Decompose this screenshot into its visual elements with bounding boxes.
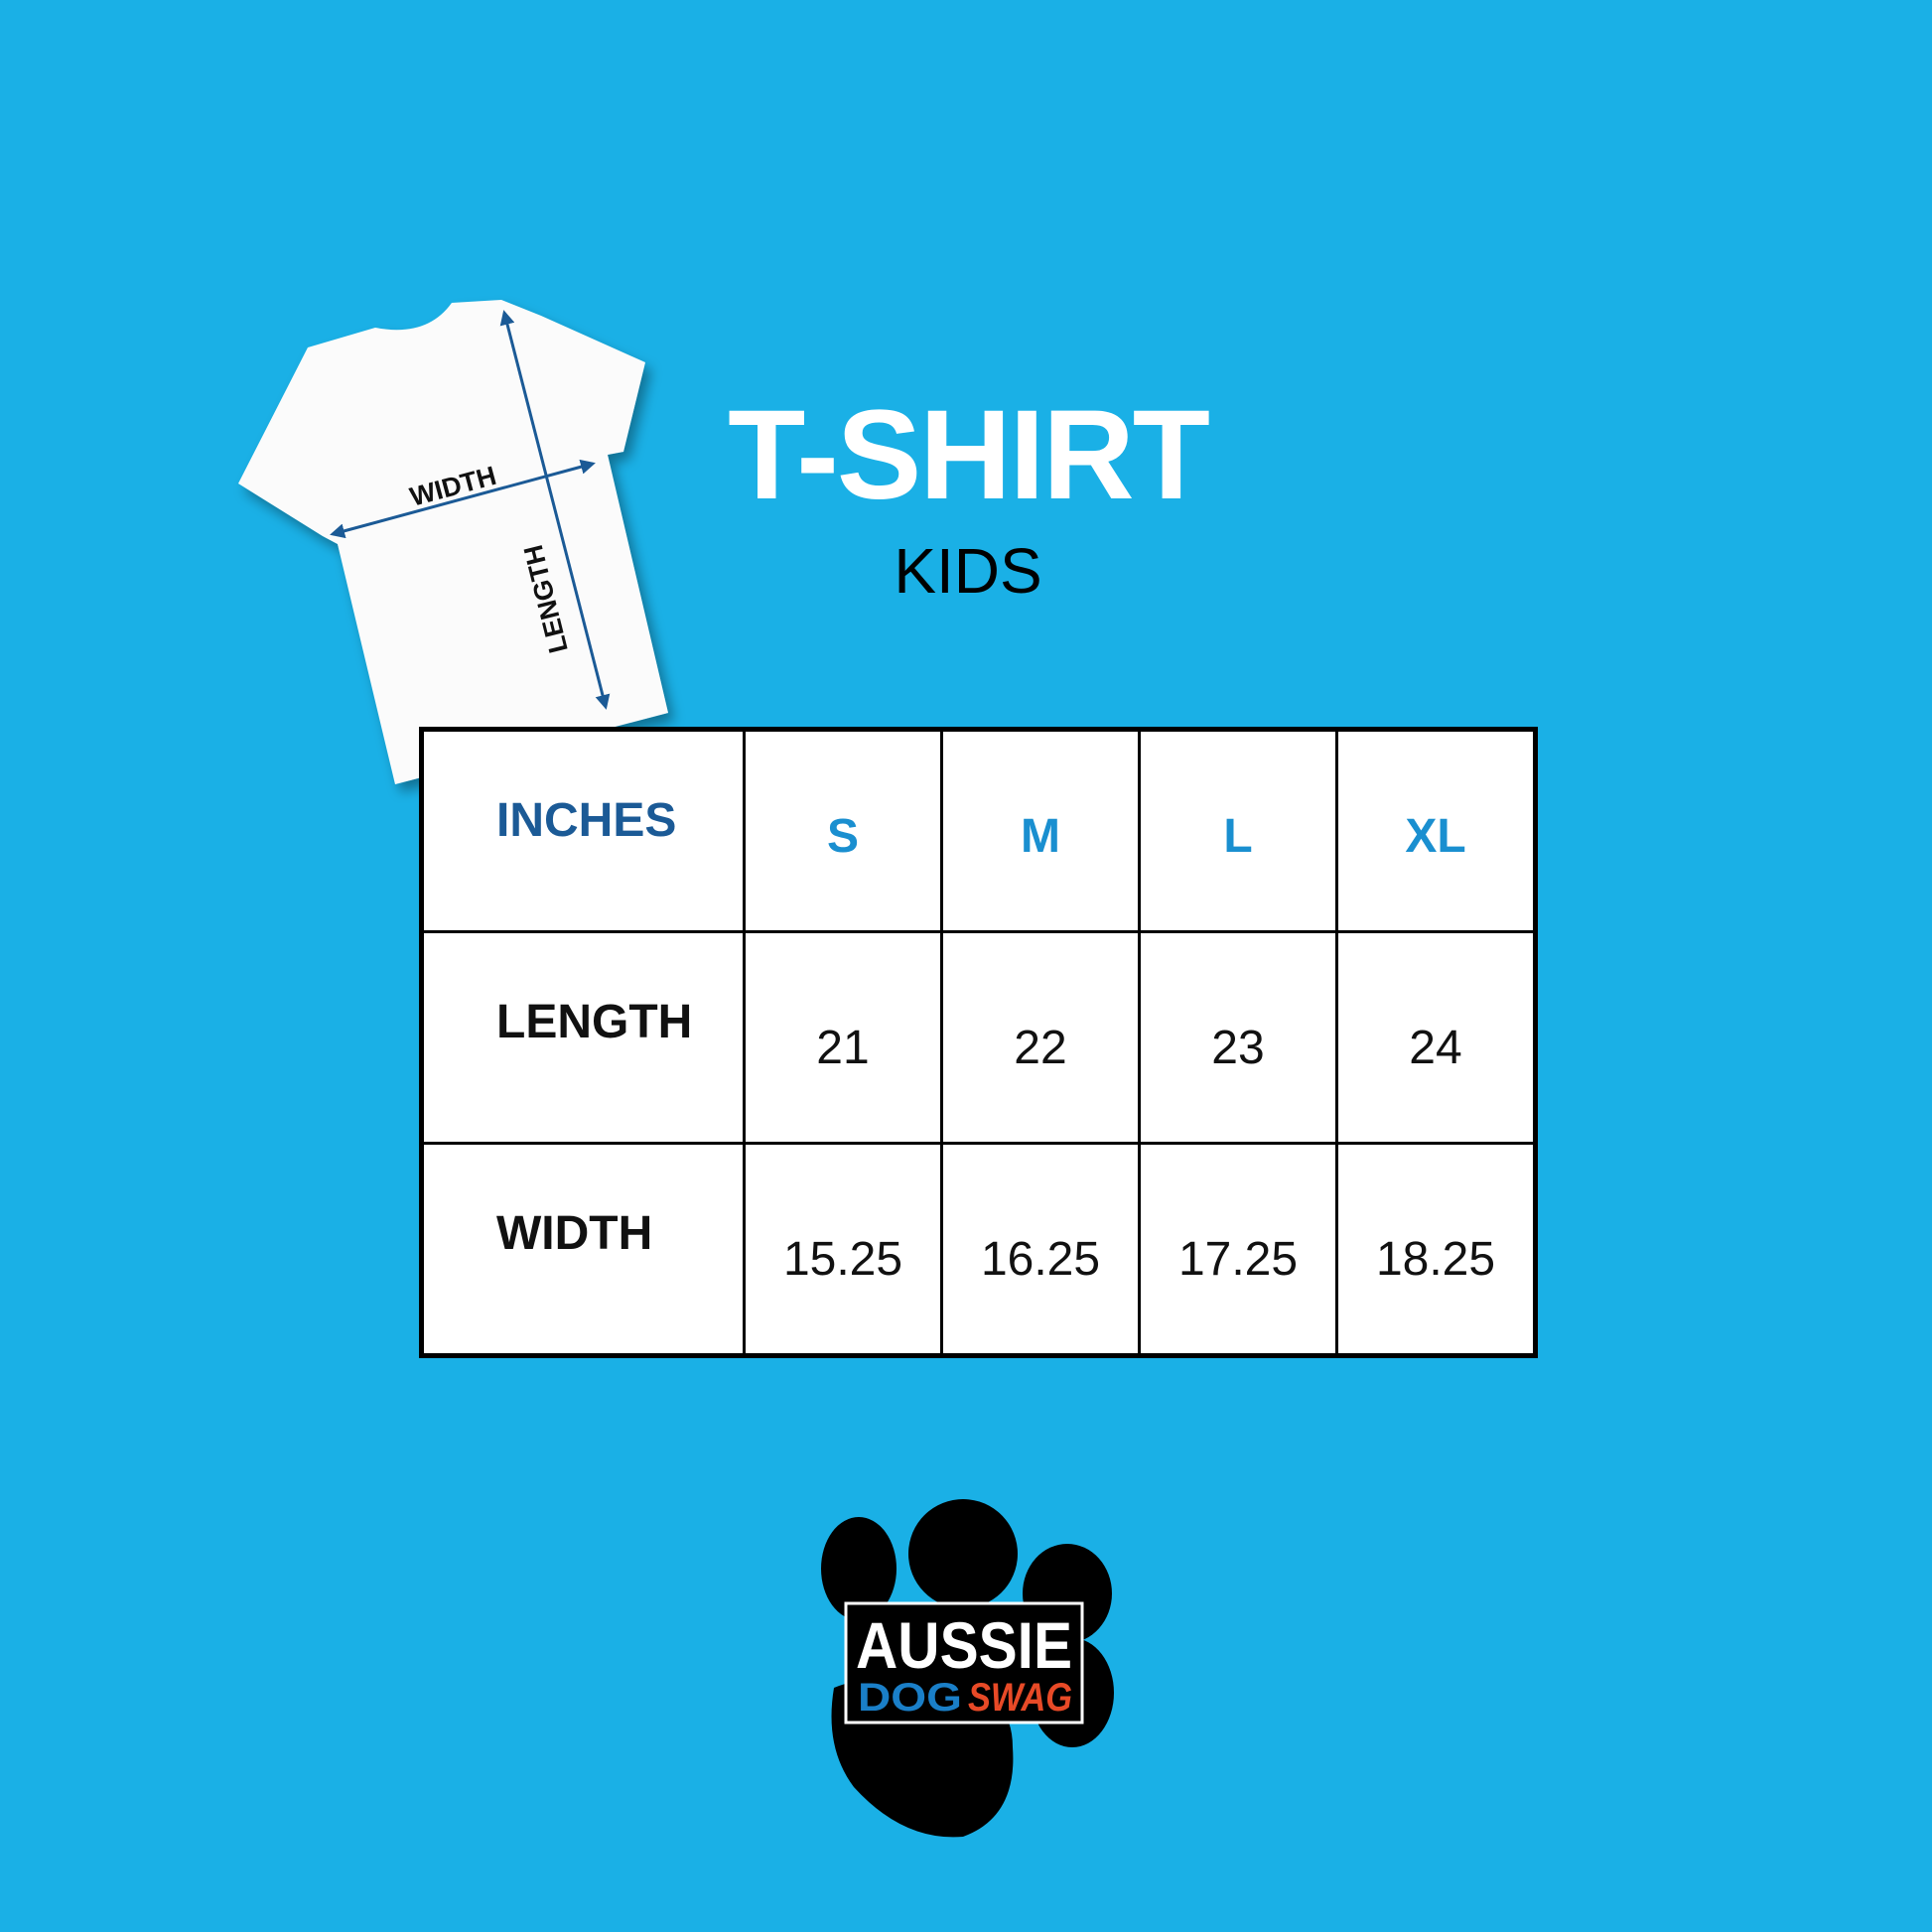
size-header: XL: [1335, 728, 1537, 933]
table-cell: 18.25: [1335, 1142, 1537, 1357]
row-label: LENGTH: [420, 930, 746, 1145]
svg-text:DOG: DOG: [858, 1676, 962, 1720]
unit-label: INCHES: [420, 728, 746, 933]
table-cell: 16.25: [940, 1142, 1141, 1357]
row-label: WIDTH: [420, 1142, 746, 1357]
tshirt-shape: [238, 300, 668, 784]
table-cell: 24: [1335, 930, 1537, 1145]
size-header: L: [1138, 728, 1338, 933]
table-cell: 15.25: [743, 1142, 943, 1357]
table-cell: 21: [743, 930, 943, 1145]
table-row: LENGTH 21 22 23 24: [420, 930, 1537, 1145]
aussie-dog-swag-logo: AUSSIE DOG SWAG: [821, 1499, 1114, 1838]
page-subtitle: KIDS: [894, 535, 1042, 607]
page-title: T-SHIRT: [728, 384, 1210, 526]
svg-text:AUSSIE: AUSSIE: [856, 1608, 1072, 1682]
svg-text:SWAG: SWAG: [968, 1676, 1072, 1720]
table-cell: 22: [940, 930, 1141, 1145]
size-header: S: [743, 728, 943, 933]
size-header: M: [940, 728, 1141, 933]
size-chart-table: INCHES S M L XL LENGTH 21 22 23 24 WIDTH…: [419, 727, 1538, 1358]
tshirt-diagram: WIDTH LENGTH: [238, 300, 668, 784]
table-header-row: INCHES S M L XL: [420, 728, 1537, 933]
width-arrow: [330, 459, 596, 539]
table-cell: 17.25: [1138, 1142, 1338, 1357]
table-row: WIDTH 15.25 16.25 17.25 18.25: [420, 1142, 1537, 1357]
table-cell: 23: [1138, 930, 1338, 1145]
